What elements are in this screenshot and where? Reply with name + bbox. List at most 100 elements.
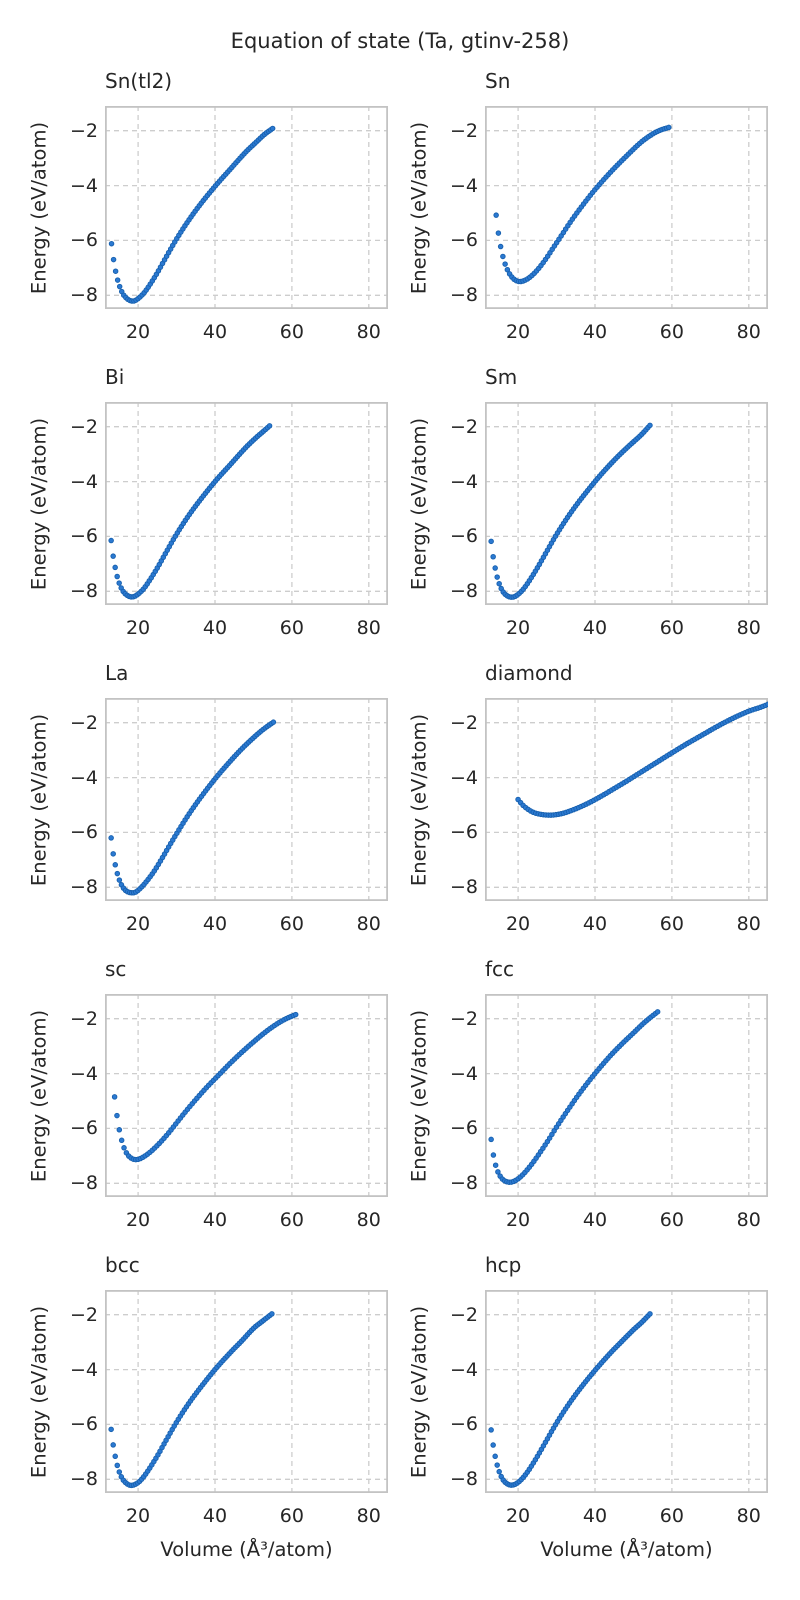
axes-border (485, 402, 768, 605)
y-axis-label: Energy (eV/atom) (27, 1305, 51, 1478)
axes-border (105, 994, 388, 1197)
x-tick-label: 20 (505, 1209, 531, 1231)
y-axis-label: Energy (eV/atom) (27, 417, 51, 590)
data-point (116, 580, 122, 586)
y-axis-label: Energy (eV/atom) (407, 1009, 431, 1182)
x-tick-label: 80 (736, 1209, 761, 1231)
data-point (116, 877, 123, 883)
y-axis-label: Energy (eV/atom) (407, 417, 431, 590)
axes-border (105, 1290, 388, 1493)
x-tick-label: 60 (659, 617, 684, 639)
x-tick-label: 40 (202, 617, 228, 639)
y-axis-label: Energy (eV/atom) (407, 121, 431, 294)
x-tick-label: 80 (736, 617, 761, 639)
y-tick-label: −2 (449, 711, 478, 734)
y-axis-label: Energy (eV/atom) (407, 713, 431, 886)
y-tick-label: −8 (449, 284, 478, 307)
data-point (496, 580, 502, 587)
y-tick-label: −4 (69, 174, 98, 197)
x-tick-label: 60 (659, 1505, 684, 1527)
y-tick-label: −4 (69, 1062, 98, 1085)
x-tick-label: 40 (582, 617, 608, 639)
x-tick-label: 40 (202, 913, 228, 935)
axes-border (485, 1290, 768, 1493)
data-point (108, 537, 114, 544)
figure-title: Equation of state (Ta, gtinv-258) (230, 29, 570, 53)
x-tick-label: 40 (202, 1505, 228, 1527)
y-axis-label: Energy (eV/atom) (27, 713, 51, 886)
data-point (765, 701, 768, 708)
y-tick-label: −6 (449, 229, 478, 252)
data-point (110, 256, 117, 263)
data-point (269, 1311, 275, 1317)
y-tick-label: −8 (69, 876, 98, 899)
y-tick-label: −2 (69, 119, 98, 142)
data-point (647, 1311, 653, 1317)
subplot-title: hcp (485, 1253, 522, 1277)
data-point (654, 1009, 661, 1015)
y-tick-label: −4 (449, 766, 478, 789)
plot-area (105, 106, 388, 309)
y-tick-label: −8 (69, 580, 98, 603)
x-axis-label: Volume (Å³/atom) (540, 1538, 713, 1561)
data-point (112, 862, 119, 868)
data-point (504, 266, 511, 273)
x-tick-label: 60 (279, 913, 304, 935)
data-point (266, 423, 273, 429)
data-point (108, 835, 114, 841)
data-point (495, 1169, 501, 1175)
x-tick-label: 40 (582, 321, 608, 343)
data-point (488, 1427, 494, 1433)
data-point (490, 1152, 497, 1158)
plot-area (485, 698, 768, 901)
data-point (494, 1462, 500, 1468)
data-point (493, 212, 499, 218)
plot-area (105, 994, 388, 1197)
data-point (118, 1137, 125, 1144)
y-tick-label: −6 (449, 1117, 478, 1140)
data-point (500, 253, 506, 260)
data-point (110, 553, 116, 559)
subplot-title: fcc (485, 957, 515, 981)
y-tick-label: −2 (449, 1303, 478, 1326)
y-tick-label: −2 (449, 1007, 478, 1030)
data-point (666, 124, 672, 131)
x-tick-label: 60 (279, 321, 304, 343)
x-tick-label: 60 (279, 1209, 304, 1231)
data-point (495, 230, 502, 236)
x-axis-label: Volume (Å³/atom) (160, 1538, 333, 1561)
y-tick-label: −8 (69, 284, 98, 307)
data-point (647, 422, 653, 429)
data-point (114, 870, 121, 877)
x-tick-label: 40 (202, 321, 228, 343)
data-point (108, 240, 115, 247)
x-tick-label: 80 (736, 1505, 761, 1527)
y-tick-label: −6 (69, 1413, 98, 1436)
subplot-title: Sn (485, 69, 511, 93)
x-tick-label: 20 (125, 1209, 151, 1231)
x-tick-label: 20 (505, 1505, 531, 1527)
plot-area (105, 1290, 388, 1493)
axes-border (105, 698, 388, 901)
subplot-title: Bi (105, 365, 125, 389)
axes-border (485, 698, 768, 901)
data-point (116, 1127, 123, 1133)
x-tick-label: 20 (125, 617, 151, 639)
y-tick-label: −6 (69, 525, 98, 548)
data-point (490, 1442, 496, 1448)
y-axis-label: Energy (eV/atom) (27, 1009, 51, 1182)
x-tick-label: 60 (279, 617, 304, 639)
plot-area (485, 994, 768, 1197)
y-tick-label: −6 (449, 1413, 478, 1436)
plot-area (485, 1290, 768, 1493)
x-tick-label: 20 (505, 617, 531, 639)
data-point (270, 719, 277, 725)
y-tick-label: −8 (449, 1468, 478, 1491)
y-tick-label: −8 (69, 1172, 98, 1195)
data-point (492, 565, 498, 571)
x-tick-label: 20 (125, 1505, 151, 1527)
y-tick-label: −6 (69, 1117, 98, 1140)
x-tick-label: 20 (125, 321, 151, 343)
x-tick-label: 80 (736, 321, 761, 343)
data-point (492, 1162, 499, 1168)
